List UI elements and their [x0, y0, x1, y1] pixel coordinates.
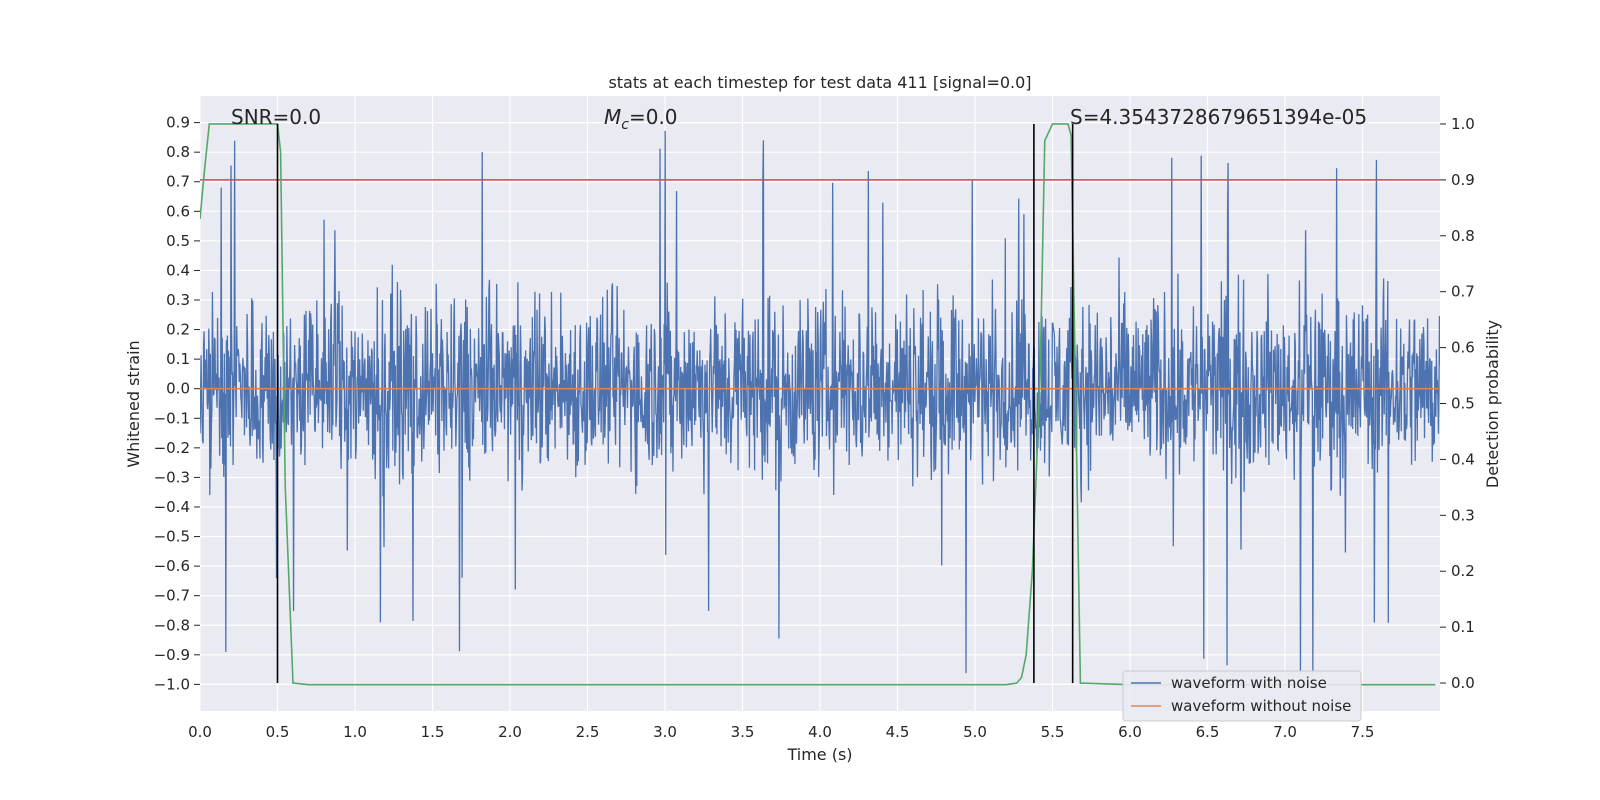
y-tick-label: 0.7 [166, 173, 190, 191]
x-tick-label: 1.0 [343, 723, 367, 741]
legend-label-waveform-without-noise: waveform without noise [1171, 697, 1351, 715]
y2-tick-label: 0.7 [1451, 283, 1475, 301]
x-tick-label: 6.0 [1118, 723, 1142, 741]
y-tick-label: 0.5 [166, 232, 190, 250]
y2-tick-label: 0.5 [1451, 395, 1475, 413]
y2-tick-label: 1.0 [1451, 115, 1475, 133]
x-axis-label: Time (s) [786, 745, 852, 764]
y-tick-label: 0.1 [166, 350, 190, 368]
y2-tick-label: 0.8 [1451, 227, 1475, 245]
y-tick-label: −0.4 [154, 498, 190, 516]
y-tick-label: 0.8 [166, 143, 190, 161]
x-tick-label: 3.5 [731, 723, 755, 741]
x-tick-label: 0.5 [266, 723, 290, 741]
y-tick-label: 0.6 [166, 202, 190, 220]
legend: waveform with noise waveform without noi… [1122, 670, 1362, 722]
y2-tick-label: 0.2 [1451, 562, 1475, 580]
y2-tick-label: 0.4 [1451, 450, 1475, 468]
x-tick-label: 4.5 [886, 723, 910, 741]
y-tick-label: −0.2 [154, 439, 190, 457]
y-tick-label: 0.4 [166, 261, 190, 279]
y-tick-label: −0.5 [154, 528, 190, 546]
x-tick-label: 2.0 [498, 723, 522, 741]
chart-title: stats at each timestep for test data 411… [608, 73, 1031, 92]
s-annotation: S=4.3543728679651394e-05 [1070, 105, 1367, 129]
line-series [200, 123, 1440, 686]
y2-tick-label: 0.6 [1451, 339, 1475, 357]
chirp-mass-annotation: Mc=0.0 [604, 105, 678, 133]
legend-label-waveform-with-noise: waveform with noise [1171, 674, 1327, 692]
chirp-mass-symbol: M [604, 105, 621, 129]
y-tick-label: −0.7 [154, 587, 190, 605]
y-tick-label: 0.3 [166, 291, 190, 309]
x-tick-label: 2.5 [576, 723, 600, 741]
y-tick-label: 0.0 [166, 380, 190, 398]
y2-tick-label: 0.1 [1451, 618, 1475, 636]
chirp-mass-subscript: c [621, 117, 629, 133]
x-axis-ticks: 0.0 0.5 1.0 1.5 2.0 2.5 3.0 3.5 4.0 4.5 5.0 5.5 6.0 6… [188, 723, 1374, 741]
x-tick-label: 7.0 [1273, 723, 1297, 741]
y-axis-ticks: 0.9 0.8 0.7 0.6 0.5 0.4 0.3 0.2 0.1 0.0 −0.1 −0.2 −0… [154, 114, 200, 693]
x-tick-label: 0.0 [188, 723, 212, 741]
y2-tick-label: 0.3 [1451, 506, 1475, 524]
x-tick-label: 5.0 [963, 723, 987, 741]
y2-axis-label: Detection probability [1483, 320, 1502, 488]
y-axis-label: Whitened strain [124, 340, 143, 467]
y-tick-label: −1.0 [154, 675, 190, 693]
y-tick-label: −0.3 [154, 468, 190, 486]
chirp-mass-value: =0.0 [629, 105, 678, 129]
x-tick-label: 1.5 [421, 723, 445, 741]
x-tick-label: 5.5 [1041, 723, 1065, 741]
y-tick-label: −0.6 [154, 557, 190, 575]
y-tick-label: −0.1 [154, 409, 190, 427]
y-tick-label: 0.9 [166, 114, 190, 132]
y-tick-label: −0.8 [154, 616, 190, 634]
series-detection-probability [200, 123, 1436, 686]
snr-annotation: SNR=0.0 [231, 105, 321, 129]
y-tick-label: −0.9 [154, 646, 190, 664]
x-tick-label: 6.5 [1196, 723, 1220, 741]
legend-box [1122, 670, 1362, 722]
x-tick-label: 3.0 [653, 723, 677, 741]
x-tick-label: 4.0 [808, 723, 832, 741]
y2-tick-label: 0.9 [1451, 171, 1475, 189]
y2-tick-label: 0.0 [1451, 674, 1475, 692]
y-tick-label: 0.2 [166, 321, 190, 339]
x-tick-label: 7.5 [1351, 723, 1375, 741]
y2-axis-ticks: 1.0 0.9 0.8 0.7 0.6 0.5 0.4 0.3 0.2 0.1 0.0 [1440, 115, 1475, 692]
